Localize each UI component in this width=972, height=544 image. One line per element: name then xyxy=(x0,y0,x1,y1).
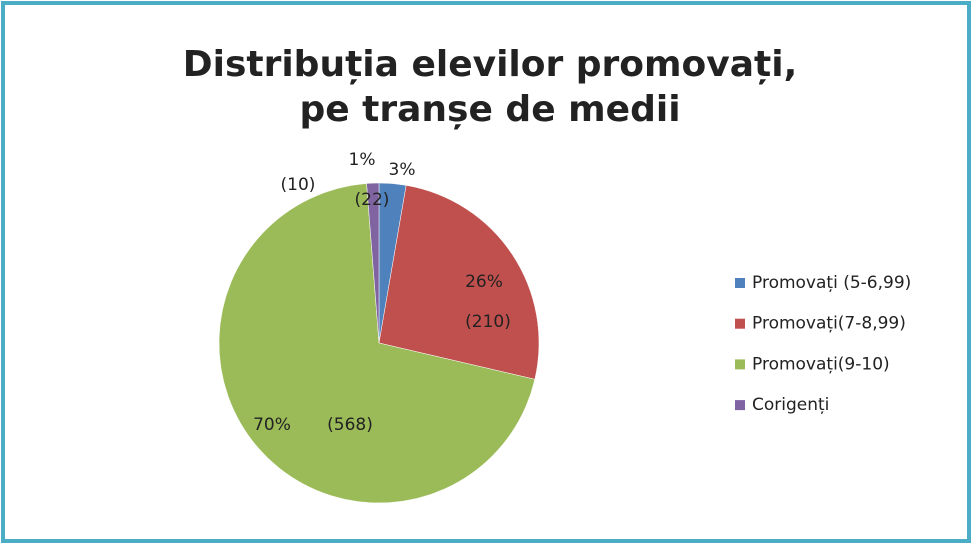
percent-label: 26% xyxy=(465,272,503,292)
legend-label: Promovați (5-6,99) xyxy=(752,273,911,293)
chart-subtitle: pe tranșe de medii xyxy=(299,89,680,130)
legend-label: Promovați(9-10) xyxy=(752,354,890,374)
legend-swatch xyxy=(735,318,745,329)
legend-label: Corigenți xyxy=(752,395,829,415)
percent-label: 1% xyxy=(349,150,376,170)
count-label: (568) xyxy=(327,415,373,435)
legend-label: Promovați(7-8,99) xyxy=(752,314,906,334)
legend-swatch xyxy=(735,400,745,411)
count-label: (10) xyxy=(281,175,316,195)
percent-label: 3% xyxy=(389,160,416,180)
legend-swatch xyxy=(735,359,745,370)
pie-slice xyxy=(218,183,536,504)
pie-slice xyxy=(366,182,380,344)
count-label: (22) xyxy=(355,190,390,210)
count-label: (210) xyxy=(465,312,511,332)
percent-label: 70% xyxy=(253,415,291,435)
pie-slice xyxy=(378,185,540,380)
legend-swatch xyxy=(735,278,745,288)
chart-title: Distribuția elevilor promovați, xyxy=(183,44,798,85)
